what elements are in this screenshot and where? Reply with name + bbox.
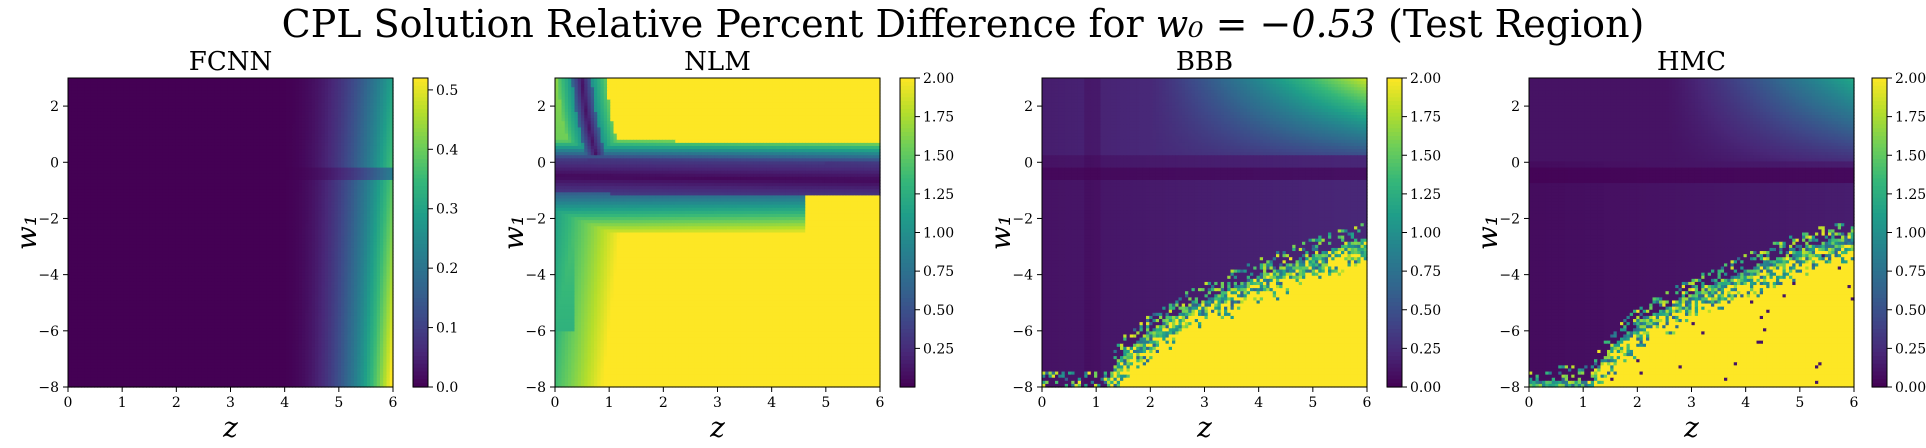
heatmap-cells bbox=[68, 78, 394, 388]
panel-fcnn: 0 1 2 3 4 5 620−2−4−6−8FCNNzw₁0.50.40.30.20.10… bbox=[10, 47, 458, 444]
